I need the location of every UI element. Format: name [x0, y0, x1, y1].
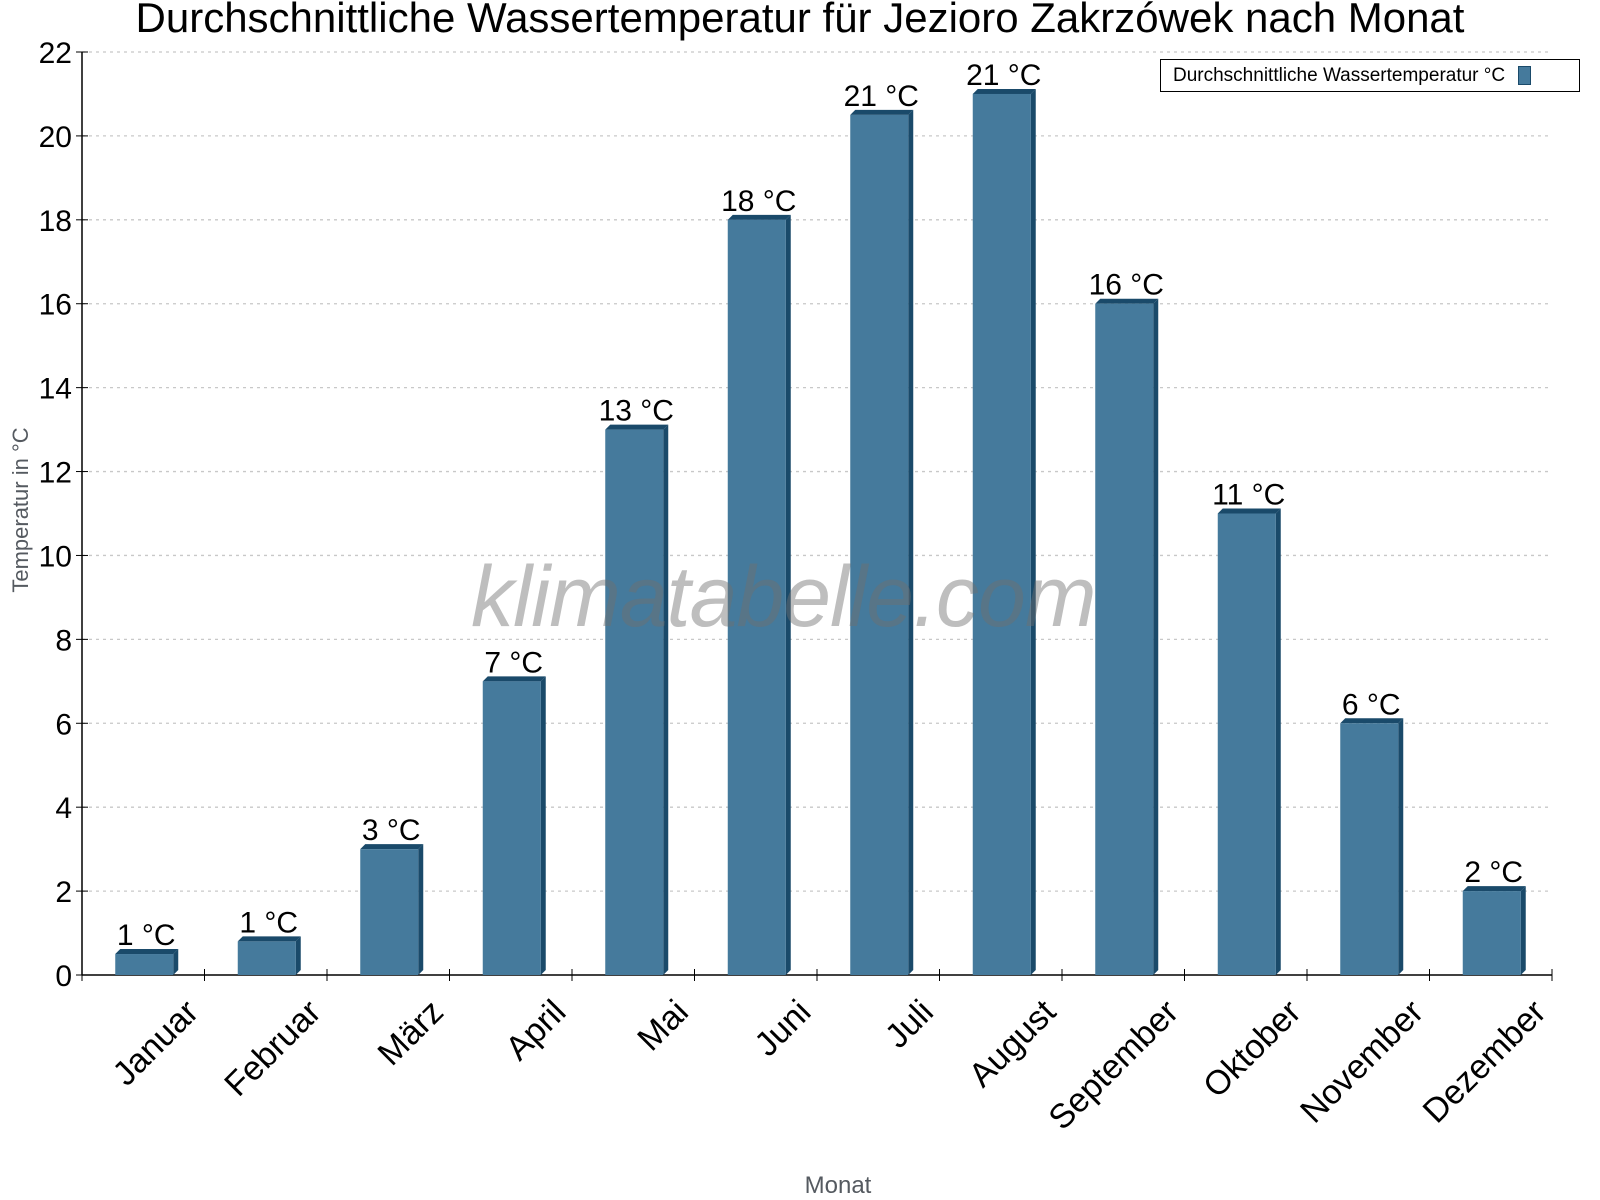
bar-top: [1462, 886, 1526, 892]
legend-swatch-icon: [1518, 66, 1532, 85]
bar-side: [1030, 88, 1036, 976]
y-tick-label: 14: [39, 373, 72, 406]
chart-title: Durchschnittliche Wassertemperatur für J…: [135, 0, 1465, 41]
bar-front: [1340, 723, 1399, 975]
x-tick-label: März: [371, 993, 451, 1073]
y-tick-label: 22: [39, 37, 72, 70]
data-label: 7 °C: [484, 646, 543, 679]
bar-side: [1398, 718, 1404, 975]
data-label: 11 °C: [1212, 479, 1285, 512]
x-tick-label: Januar: [105, 993, 205, 1093]
bar-side: [1275, 508, 1281, 975]
bar-front: [237, 941, 296, 975]
y-tick-label: 2: [55, 876, 72, 909]
bar-front: [360, 849, 419, 975]
bar-top: [482, 676, 546, 682]
bar-april[interactable]: [482, 676, 546, 975]
x-tick-label: November: [1293, 993, 1431, 1131]
data-label: 16 °C: [1089, 269, 1164, 302]
bar-top: [727, 214, 791, 220]
bar-front: [115, 954, 174, 975]
data-label: 3 °C: [362, 814, 421, 847]
data-label: 21 °C: [844, 80, 919, 113]
bar-front: [482, 681, 541, 975]
data-label: 6 °C: [1342, 688, 1401, 721]
bar-märz[interactable]: [360, 844, 424, 975]
y-tick-label: 4: [55, 792, 72, 825]
y-axis-label: Temperatur in °C: [8, 427, 33, 593]
x-axis-label: Monat: [804, 1172, 872, 1199]
bar-front: [605, 429, 664, 975]
bar-top: [237, 936, 301, 942]
bar-januar[interactable]: [115, 949, 179, 975]
bar-side: [1520, 886, 1526, 975]
y-tick-label: 8: [55, 624, 72, 657]
data-label: 1 °C: [239, 906, 298, 939]
bar-mai[interactable]: [605, 424, 669, 975]
bar-top: [115, 949, 179, 955]
y-tick-label: 6: [55, 708, 72, 741]
bar-side: [540, 676, 546, 975]
bar-side: [1153, 298, 1159, 975]
bar-side: [785, 214, 791, 975]
x-tick-label: Juni: [747, 993, 818, 1064]
bar-top: [972, 88, 1036, 94]
legend-label: Durchschnittliche Wassertemperatur °C: [1173, 64, 1506, 86]
x-tick-label: September: [1041, 993, 1185, 1137]
bar-side: [908, 109, 914, 975]
y-tick-label: 10: [39, 540, 72, 573]
x-tick-label: Juli: [878, 993, 941, 1056]
bar-top: [850, 109, 914, 115]
data-label: 2 °C: [1464, 856, 1523, 889]
data-label: 1 °C: [117, 919, 176, 952]
y-tick-label: 12: [39, 457, 72, 490]
bar-front: [850, 114, 909, 975]
bar-front: [1462, 891, 1521, 975]
x-tick-label: April: [498, 993, 573, 1068]
x-tick-label: Oktober: [1196, 993, 1308, 1105]
bar-top: [360, 844, 424, 850]
bar-front: [1095, 303, 1154, 975]
bar-juli[interactable]: [850, 109, 914, 975]
bar-top: [1217, 508, 1281, 514]
bar-front: [972, 93, 1031, 976]
x-tick-label: Februar: [217, 993, 328, 1104]
bar-side: [663, 424, 669, 975]
x-tick-label: Mai: [630, 993, 696, 1059]
data-label: 13 °C: [599, 395, 674, 428]
y-tick-label: 20: [39, 121, 72, 154]
bar-dezember[interactable]: [1462, 886, 1526, 975]
bar-top: [1095, 298, 1159, 304]
y-tick-label: 18: [39, 205, 72, 238]
bar-front: [1217, 513, 1276, 975]
bar-august[interactable]: [972, 88, 1036, 976]
bar-juni[interactable]: [727, 214, 791, 975]
bar-top: [605, 424, 669, 430]
bar-september[interactable]: [1095, 298, 1159, 975]
bar-top: [1340, 718, 1404, 724]
bar-november[interactable]: [1340, 718, 1404, 975]
y-tick-label: 0: [55, 960, 72, 993]
data-label: 21 °C: [966, 59, 1041, 92]
bar-side: [418, 844, 424, 975]
bar-februar[interactable]: [237, 936, 301, 975]
bar-side: [173, 949, 179, 975]
data-label: 18 °C: [721, 185, 796, 218]
legend: Durchschnittliche Wassertemperatur °C: [1160, 59, 1580, 92]
bar-side: [295, 936, 301, 975]
x-tick-label: August: [962, 992, 1064, 1094]
bar-front: [727, 219, 786, 975]
x-tick-label: Dezember: [1416, 993, 1554, 1131]
bar-oktober[interactable]: [1217, 508, 1281, 976]
y-tick-label: 16: [39, 289, 72, 322]
